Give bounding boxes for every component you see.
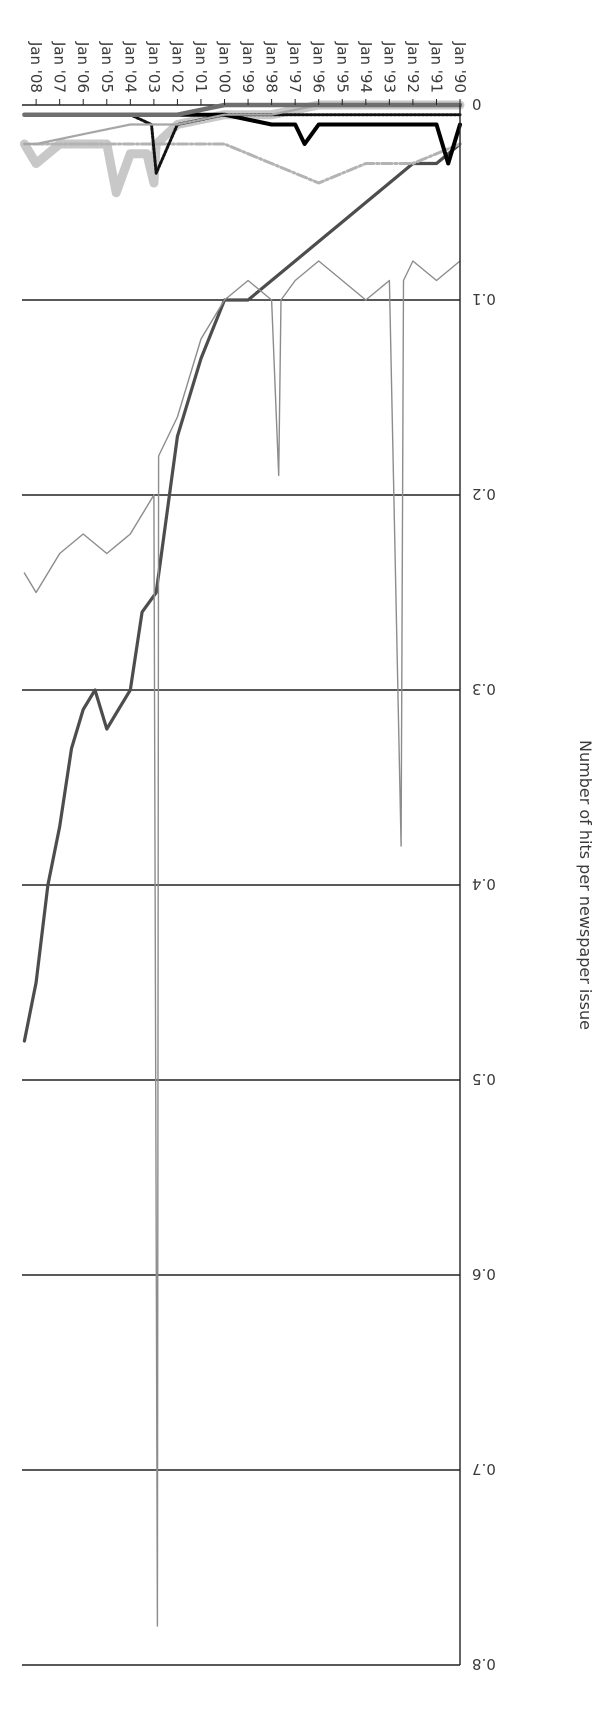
x-tick-label: Jan '05 [98, 41, 116, 93]
axes: 0 0.1 0.2 0.3 0.4 0.5 0.6 0.7 0.8 Number of hits … [27, 41, 595, 1673]
x-tick-label: Jan '96 [310, 41, 328, 93]
series-lines [19, 100, 465, 1627]
x-tick-label: Jan '97 [286, 41, 304, 93]
x-tick-label: Jan '95 [333, 41, 351, 93]
x-tick-label: Jan '08 [27, 41, 45, 93]
x-tick-label: Jan '92 [404, 41, 422, 93]
grid [22, 104, 460, 1666]
x-tick-label: Jan '93 [380, 41, 398, 93]
y-tick-label: 0.1 [472, 290, 496, 308]
y-axis-title: Number of hits per newspaper issue [576, 740, 595, 1030]
x-tick-label: Jan '07 [51, 41, 69, 93]
x-tick-label: Jan '99 [239, 41, 257, 93]
y-tick-label: 0.2 [472, 485, 496, 503]
x-tick-label: Jan '03 [145, 41, 163, 93]
x-tick-label: Jan '04 [121, 41, 139, 93]
x-tick-label: Jan '00 [216, 41, 234, 93]
y-tick-label: 0.8 [472, 1655, 496, 1673]
series-line-corporate-citizenship [22, 112, 462, 166]
x-tick-label: Jan '91 [427, 41, 445, 93]
y-tick-label: 0 [472, 95, 482, 113]
x-tick-label: Jan '06 [74, 41, 92, 93]
y-tick-label: 0.7 [472, 1460, 496, 1478]
x-tick-label: Jan '94 [357, 41, 375, 93]
x-tick-label: Jan '01 [192, 41, 210, 93]
series-line-sustainability [22, 142, 462, 1043]
series-line-sustainable-development [23, 260, 461, 1627]
y-tick-label: 0.4 [472, 875, 496, 893]
x-tick-label: Jan '98 [263, 41, 281, 93]
x-tick-label: Jan '90 [451, 41, 469, 93]
y-tick-label: 0.5 [472, 1070, 496, 1088]
y-tick-label: 0.6 [472, 1265, 496, 1283]
y-tick-label: 0.3 [472, 680, 496, 698]
series-line-business-ethics [22, 142, 462, 185]
x-tick-label: Jan '02 [168, 41, 186, 93]
